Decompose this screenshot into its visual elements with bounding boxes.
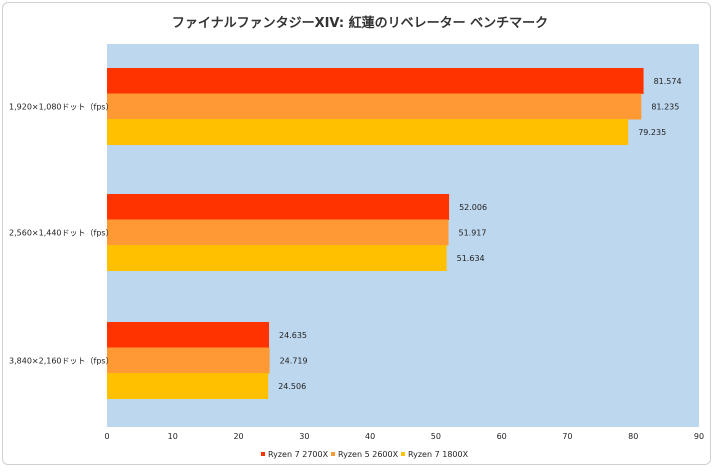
data-label: 24.506 (278, 382, 306, 391)
x-tick-label: 90 (694, 432, 704, 441)
bar (107, 93, 642, 120)
bar (107, 322, 270, 348)
legend-label: Ryzen 7 2700X (268, 450, 329, 459)
bar (107, 68, 644, 94)
data-label: 51.634 (457, 254, 485, 263)
legend-label: Ryzen 5 2600X (338, 450, 399, 459)
x-tick-label: 70 (562, 432, 572, 441)
x-tick-label: 60 (497, 432, 507, 441)
bar (107, 347, 270, 374)
legend: Ryzen 7 2700X Ryzen 5 2600X Ryzen 7 1800X (261, 450, 469, 459)
bar (107, 119, 629, 145)
data-label: 24.719 (280, 356, 308, 365)
category-label: 1,920×1,080ドット（fps） (9, 102, 114, 111)
x-tick-label: 10 (168, 432, 178, 441)
data-label: 81.574 (654, 77, 682, 86)
x-tick-label: 30 (299, 432, 309, 441)
x-tick-label: 40 (365, 432, 375, 441)
legend-swatch (261, 452, 265, 456)
legend-swatch (331, 452, 335, 456)
bar (107, 194, 450, 220)
x-tick-label: 0 (104, 432, 109, 441)
x-tick-label: 20 (233, 432, 243, 441)
legend-swatch (401, 452, 405, 456)
legend-label: Ryzen 7 1800X (408, 450, 469, 459)
bar (107, 245, 447, 271)
chart-title: ファイナルファンタジーXIV: 紅蓮のリベレーター ベンチマーク (172, 15, 548, 31)
chart: ファイナルファンタジーXIV: 紅蓮のリベレーター ベンチマーク 81.574 8… (9, 15, 704, 459)
x-tick-label: 80 (628, 432, 638, 441)
bar (107, 219, 449, 246)
data-label: 79.235 (638, 128, 666, 137)
x-tick-label: 50 (431, 432, 441, 441)
data-label: 51.917 (458, 228, 486, 237)
data-label: 52.006 (459, 203, 487, 212)
category-label: 3,840×2,160ドット（fps） (9, 356, 114, 365)
category-label: 2,560×1,440ドット（fps） (9, 228, 114, 237)
data-label: 24.635 (279, 331, 307, 340)
chart-frame: ファイナルファンタジーXIV: 紅蓮のリベレーター ベンチマーク 81.574 8… (2, 2, 711, 465)
bar (107, 373, 269, 399)
data-label: 81.235 (651, 102, 679, 111)
